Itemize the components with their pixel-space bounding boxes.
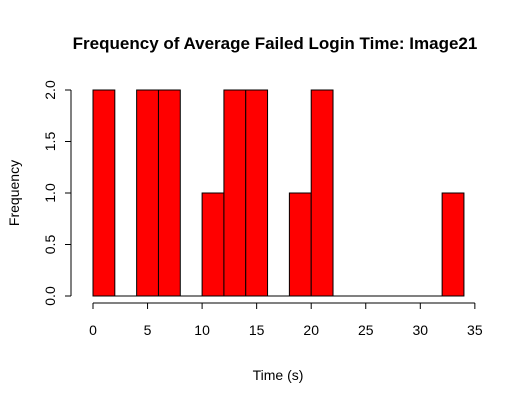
- x-axis: 0 5 10 15 20 25 30 35: [89, 302, 483, 338]
- chart-title: Frequency of Average Failed Login Time: …: [73, 34, 478, 53]
- y-tick-label: 2.0: [42, 80, 58, 100]
- x-tick-label: 30: [413, 322, 429, 338]
- x-tick-label: 10: [194, 322, 210, 338]
- histogram-bar: [157, 89, 181, 297]
- y-axis-label: Frequency: [6, 160, 22, 226]
- y-tick-label: 1.0: [42, 183, 58, 203]
- histogram-bar: [201, 192, 225, 297]
- y-axis: 0.0 0.5 1.0 1.5 2.0: [42, 80, 72, 306]
- y-tick-label: 0.5: [42, 235, 58, 255]
- x-axis-label: Time (s): [253, 367, 304, 383]
- histogram-bar: [441, 192, 465, 297]
- histogram-bar: [310, 89, 334, 297]
- histogram-bar: [223, 89, 247, 297]
- x-tick-label: 35: [467, 322, 483, 338]
- x-tick-label: 0: [89, 322, 97, 338]
- histogram-bar: [92, 89, 116, 297]
- x-tick-label: 20: [303, 322, 319, 338]
- histogram-bar: [136, 89, 159, 297]
- histogram-bar: [288, 192, 312, 297]
- x-tick-label: 25: [358, 322, 374, 338]
- y-tick-label: 1.5: [42, 132, 58, 152]
- x-tick-label: 15: [249, 322, 265, 338]
- x-tick-label: 5: [144, 322, 152, 338]
- bars-group: [92, 89, 465, 297]
- y-tick-label: 0.0: [42, 286, 58, 306]
- histogram-bar: [245, 89, 269, 297]
